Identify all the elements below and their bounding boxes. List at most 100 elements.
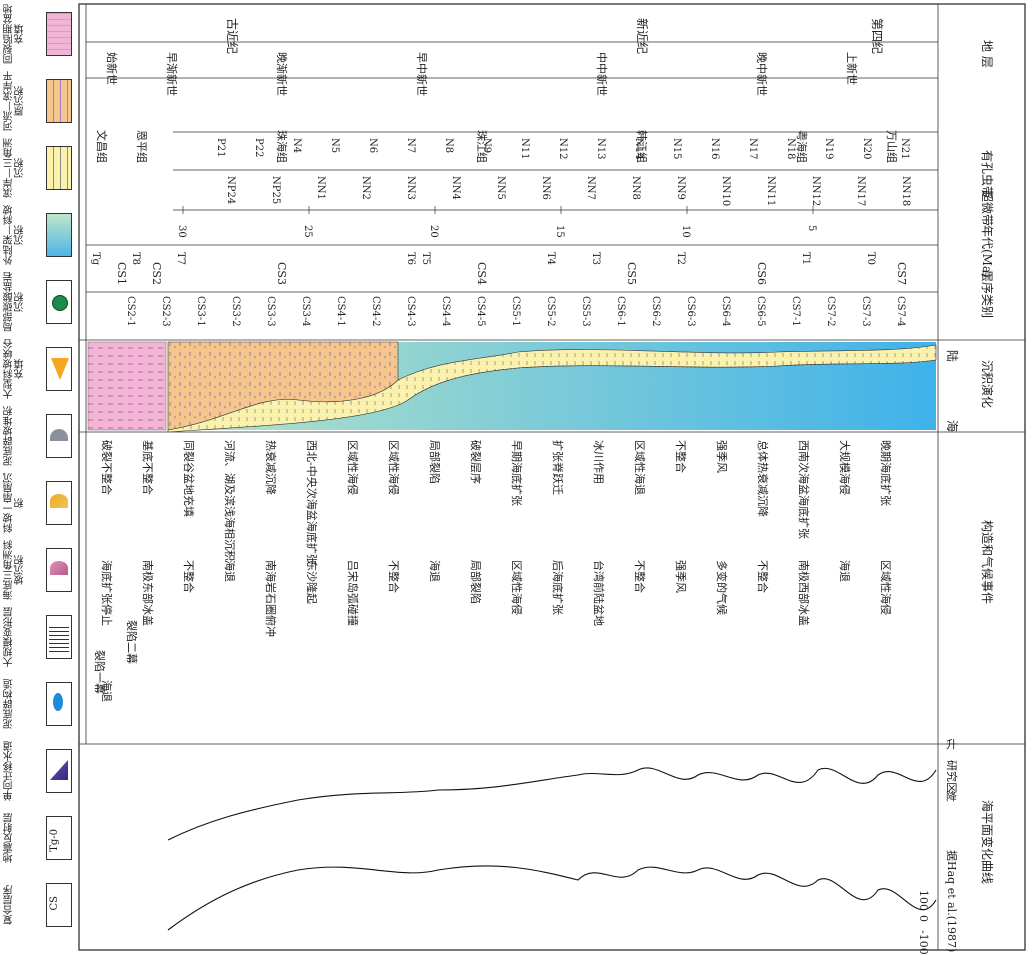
- event-label: 多变的气候: [715, 560, 729, 615]
- event-label: 区域性海退: [633, 440, 647, 495]
- header-events: 构造和气候事件: [980, 520, 995, 604]
- legend-label: 海底三角洲斜坡沉积: [4, 540, 26, 600]
- header-stratum: 地 层: [980, 40, 994, 68]
- foram-zone: N17: [747, 138, 758, 159]
- legend-item-orange: 河流—滨岸平原沉积: [4, 71, 74, 131]
- legend-item-cs: 复合层序 CS: [4, 875, 74, 935]
- legend-swatch-orange: [46, 79, 72, 123]
- event-label: 同裂谷盆地充填: [182, 440, 196, 517]
- foram-zone: N9: [481, 138, 492, 153]
- chart-svg: 地 层 有孔虫带 超微带 年代(Ma) 层序类别 沉积演化 构造和气候事件 海平…: [78, 3, 1026, 962]
- legend-label: 地震反射层: [4, 813, 15, 863]
- legend-item-waves: 大规模变形层: [4, 607, 74, 667]
- event-label: 南海岩石圈俯冲: [264, 560, 278, 637]
- legend-swatch-yellow: [46, 146, 72, 190]
- event-label: 破裂不整合: [100, 440, 114, 495]
- nanno-zone: NN11: [765, 176, 776, 206]
- legend-label: 局部碳酸盐岩沉积: [4, 272, 26, 332]
- legend-item-channel: 单向迁移水道: [4, 741, 74, 801]
- subsequence-label: CS5-2: [545, 296, 556, 327]
- reflector-label: T1: [800, 252, 811, 265]
- facies-panel: [87, 341, 937, 433]
- reflector-label: T8: [130, 252, 141, 265]
- age-tick-label: 25: [302, 225, 313, 238]
- sequence-label: CS6: [755, 262, 768, 285]
- subsequence-label: CS4-2: [370, 296, 381, 327]
- legend-label: 泥底辟构造: [4, 679, 15, 729]
- legend-swatch-label: Tg-0: [49, 829, 60, 852]
- event-label: 区域性海侵: [510, 560, 524, 615]
- formation-label: 珠江组: [475, 130, 489, 163]
- epoch-label: 早渐新世: [165, 52, 179, 96]
- event-label: 局部裂陷: [428, 440, 442, 484]
- formation-label: 万山组: [885, 130, 899, 163]
- header-sealevel: 海平面变化曲线: [980, 800, 995, 884]
- nanno-zone: NP24: [225, 176, 236, 204]
- formation-label: 珠海组: [275, 130, 289, 163]
- legend-item-triangle: 大型斜坡峡谷充填: [4, 339, 74, 399]
- nanno-zone: NN17: [855, 176, 866, 206]
- event-label: 西北-中央次海盆海底扩张: [305, 440, 319, 565]
- subsequence-label: CS7-2: [825, 296, 836, 327]
- epoch-label: 始新世: [105, 52, 119, 85]
- event-label: 不整合: [182, 560, 196, 593]
- foram-zone: N20: [861, 138, 872, 159]
- study-area-curve: [167, 767, 937, 841]
- subsequence-label: CS3-2: [230, 296, 241, 327]
- legend-label: 泥底辟坡堆积: [4, 406, 15, 466]
- sequence-label: CS5: [625, 262, 638, 285]
- sealevel-up: 升: [946, 738, 957, 751]
- subsequence-label: CS3-1: [195, 296, 206, 327]
- facies-sea-label: 海: [945, 420, 960, 432]
- reflector-label: T3: [590, 252, 601, 265]
- foram-zone: P21: [215, 138, 226, 157]
- stratigraphic-chart: 地 层 有孔虫带 超微带 年代(Ma) 层序类别 沉积演化 构造和气候事件 海平…: [78, 0, 1030, 962]
- reflector-label: T0: [865, 252, 876, 265]
- legend-swatch-diapir: [46, 682, 72, 726]
- nanno-zone: NN9: [675, 176, 686, 200]
- foram-zone: N16: [709, 138, 720, 159]
- legend-swatch-label: CS: [49, 896, 60, 911]
- event-label: 晚期海底扩张: [879, 440, 893, 506]
- event-label: 区域性海侵: [879, 560, 893, 615]
- event-label: 总体热衰减沉降: [756, 440, 770, 517]
- formation-label: 韩江组: [635, 130, 649, 163]
- event-label: 东沙隆起: [305, 560, 319, 604]
- legend-item-pink: 同裂陷期盆地充填: [4, 4, 74, 64]
- formation-label: 粤海组: [795, 130, 809, 163]
- nanno-zone: NN18: [900, 176, 911, 206]
- sealevel-down: 降: [946, 789, 957, 803]
- subsequence-label: CS6-3: [685, 296, 696, 327]
- event-label: 不整合: [633, 560, 647, 593]
- legend-item-bluegreen: 外陆架—斜坡沉积: [4, 205, 74, 265]
- subsequence-label: CS4-4: [440, 296, 451, 327]
- event-label: 海退: [838, 560, 852, 582]
- header-facies: 沉积演化: [980, 360, 995, 408]
- event-label: 破裂层序: [469, 440, 483, 484]
- grid-lines: [79, 4, 1025, 950]
- subsequence-label: CS2-3: [160, 296, 171, 327]
- reflector-label: T4: [545, 252, 556, 265]
- facies-land-label: 陆: [945, 350, 960, 362]
- event-label: 不整合: [674, 440, 688, 473]
- legend-item-diapir: 泥底辟构造: [4, 674, 74, 734]
- legend-swatch-tg0: Tg-0: [46, 816, 72, 860]
- sequence-label: CS2: [150, 262, 163, 285]
- legend-label: 斜坡一扇扇沉积: [4, 473, 26, 533]
- foram-zone: N6: [367, 138, 378, 153]
- subsequence-label: CS3-4: [300, 296, 311, 327]
- foram-zone: N15: [671, 138, 682, 159]
- legend-swatch-pink: [46, 12, 72, 56]
- rift-phase-label: 裂陷一幕: [93, 650, 107, 694]
- event-label: 海退: [100, 680, 114, 702]
- event-label: 台湾前陆盆地: [592, 560, 606, 626]
- foram-zone: N18: [785, 138, 796, 159]
- subsequence-label: CS6-4: [720, 296, 731, 327]
- epoch-label: 晚中新世: [755, 52, 769, 96]
- event-label: 不整合: [756, 560, 770, 593]
- age-tick-label: 10: [680, 225, 691, 238]
- legend-swatch-fan: [46, 481, 72, 525]
- epoch-label: 中中新世: [595, 52, 609, 96]
- formation-label: 文昌组: [95, 130, 109, 163]
